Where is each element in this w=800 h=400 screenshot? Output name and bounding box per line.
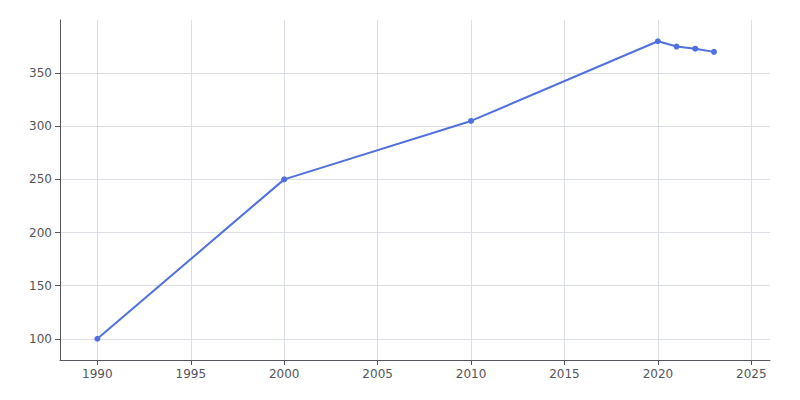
svg-text:2005: 2005: [362, 367, 393, 381]
svg-text:250: 250: [29, 172, 52, 186]
svg-text:350: 350: [29, 66, 52, 80]
svg-text:1990: 1990: [82, 367, 113, 381]
svg-text:1995: 1995: [176, 367, 207, 381]
svg-text:300: 300: [29, 119, 52, 133]
svg-text:2000: 2000: [269, 367, 300, 381]
svg-text:2025: 2025: [736, 367, 767, 381]
svg-text:200: 200: [29, 226, 52, 240]
svg-text:2015: 2015: [549, 367, 580, 381]
svg-text:150: 150: [29, 279, 52, 293]
svg-text:100: 100: [29, 332, 52, 346]
svg-text:2010: 2010: [456, 367, 487, 381]
svg-text:2020: 2020: [643, 367, 674, 381]
